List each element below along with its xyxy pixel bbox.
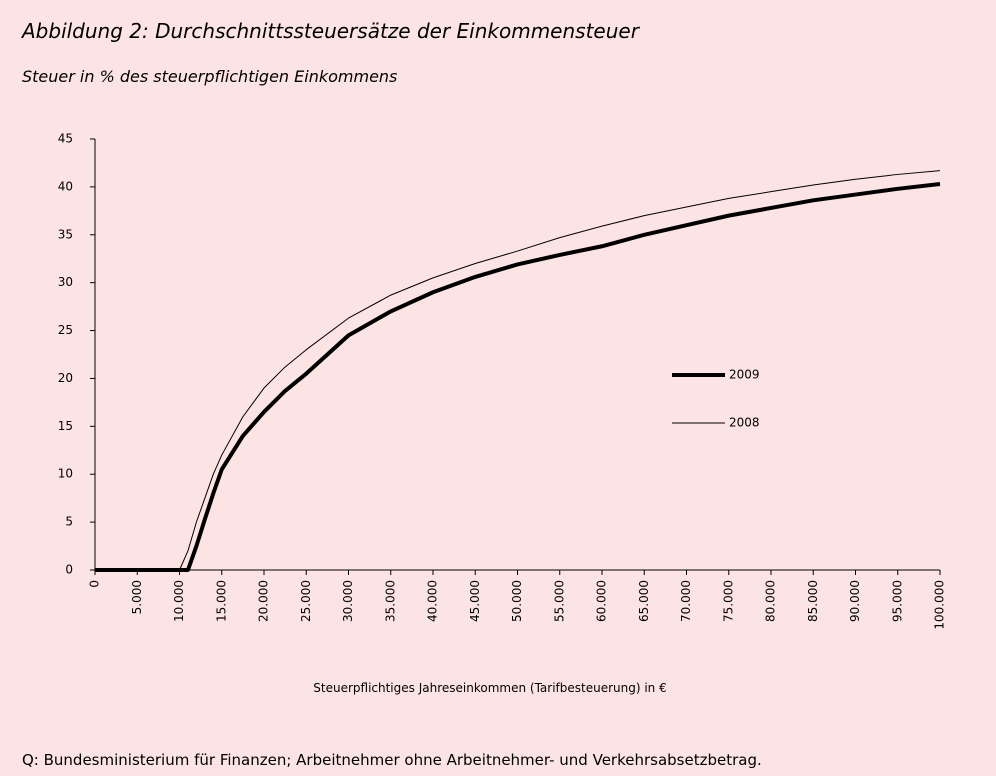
x-tick-label: 65.000 (637, 580, 651, 622)
y-tick-label: 40 (58, 179, 73, 193)
y-tick-label: 15 (58, 419, 73, 433)
series-line (95, 170, 941, 571)
legend-label: 2008 (729, 416, 760, 430)
y-tick-label: 25 (58, 323, 73, 337)
x-tick-label: 25.000 (299, 580, 313, 622)
y-tick-label: 30 (58, 275, 73, 289)
x-tick-label: 10.000 (172, 580, 186, 622)
y-tick-label: 35 (58, 227, 73, 241)
x-tick-label: 15.000 (214, 580, 228, 622)
x-tick-label: 50.000 (510, 580, 524, 622)
y-tick-label: 0 (65, 563, 73, 577)
y-tick-label: 20 (58, 371, 73, 385)
x-tick-label: 55.000 (552, 580, 566, 622)
chart-title: Abbildung 2: Durchschnittssteuersätze de… (20, 19, 641, 43)
series-line (95, 182, 941, 572)
x-axis-label: Steuerpflichtiges Jahreseinkommen (Tarif… (313, 681, 666, 695)
x-tick-label: 75.000 (721, 580, 735, 622)
x-tick-label: 45.000 (468, 580, 482, 622)
y-tick-label: 45 (58, 132, 73, 146)
x-tick-label: 5.000 (130, 580, 144, 614)
x-tick-label: 40.000 (426, 580, 440, 622)
source-note: Q: Bundesministerium für Finanzen; Arbei… (22, 751, 762, 769)
chart-subtitle: Steuer in % des steuerpflichtigen Einkom… (22, 67, 397, 86)
x-tick-label: 0 (88, 580, 102, 588)
x-tick-label: 20.000 (257, 580, 271, 622)
x-tick-label: 100.000 (933, 580, 947, 630)
x-tick-label: 70.000 (679, 580, 693, 622)
x-tick-label: 85.000 (806, 580, 820, 622)
legend-label: 2009 (729, 368, 760, 382)
x-tick-label: 30.000 (341, 580, 355, 622)
y-tick-label: 10 (58, 467, 73, 481)
x-tick-label: 60.000 (595, 580, 609, 622)
x-tick-label: 80.000 (764, 580, 778, 622)
y-tick-label: 5 (65, 515, 73, 529)
x-tick-label: 95.000 (890, 580, 904, 622)
x-tick-label: 90.000 (848, 580, 862, 622)
x-tick-label: 35.000 (383, 580, 397, 622)
